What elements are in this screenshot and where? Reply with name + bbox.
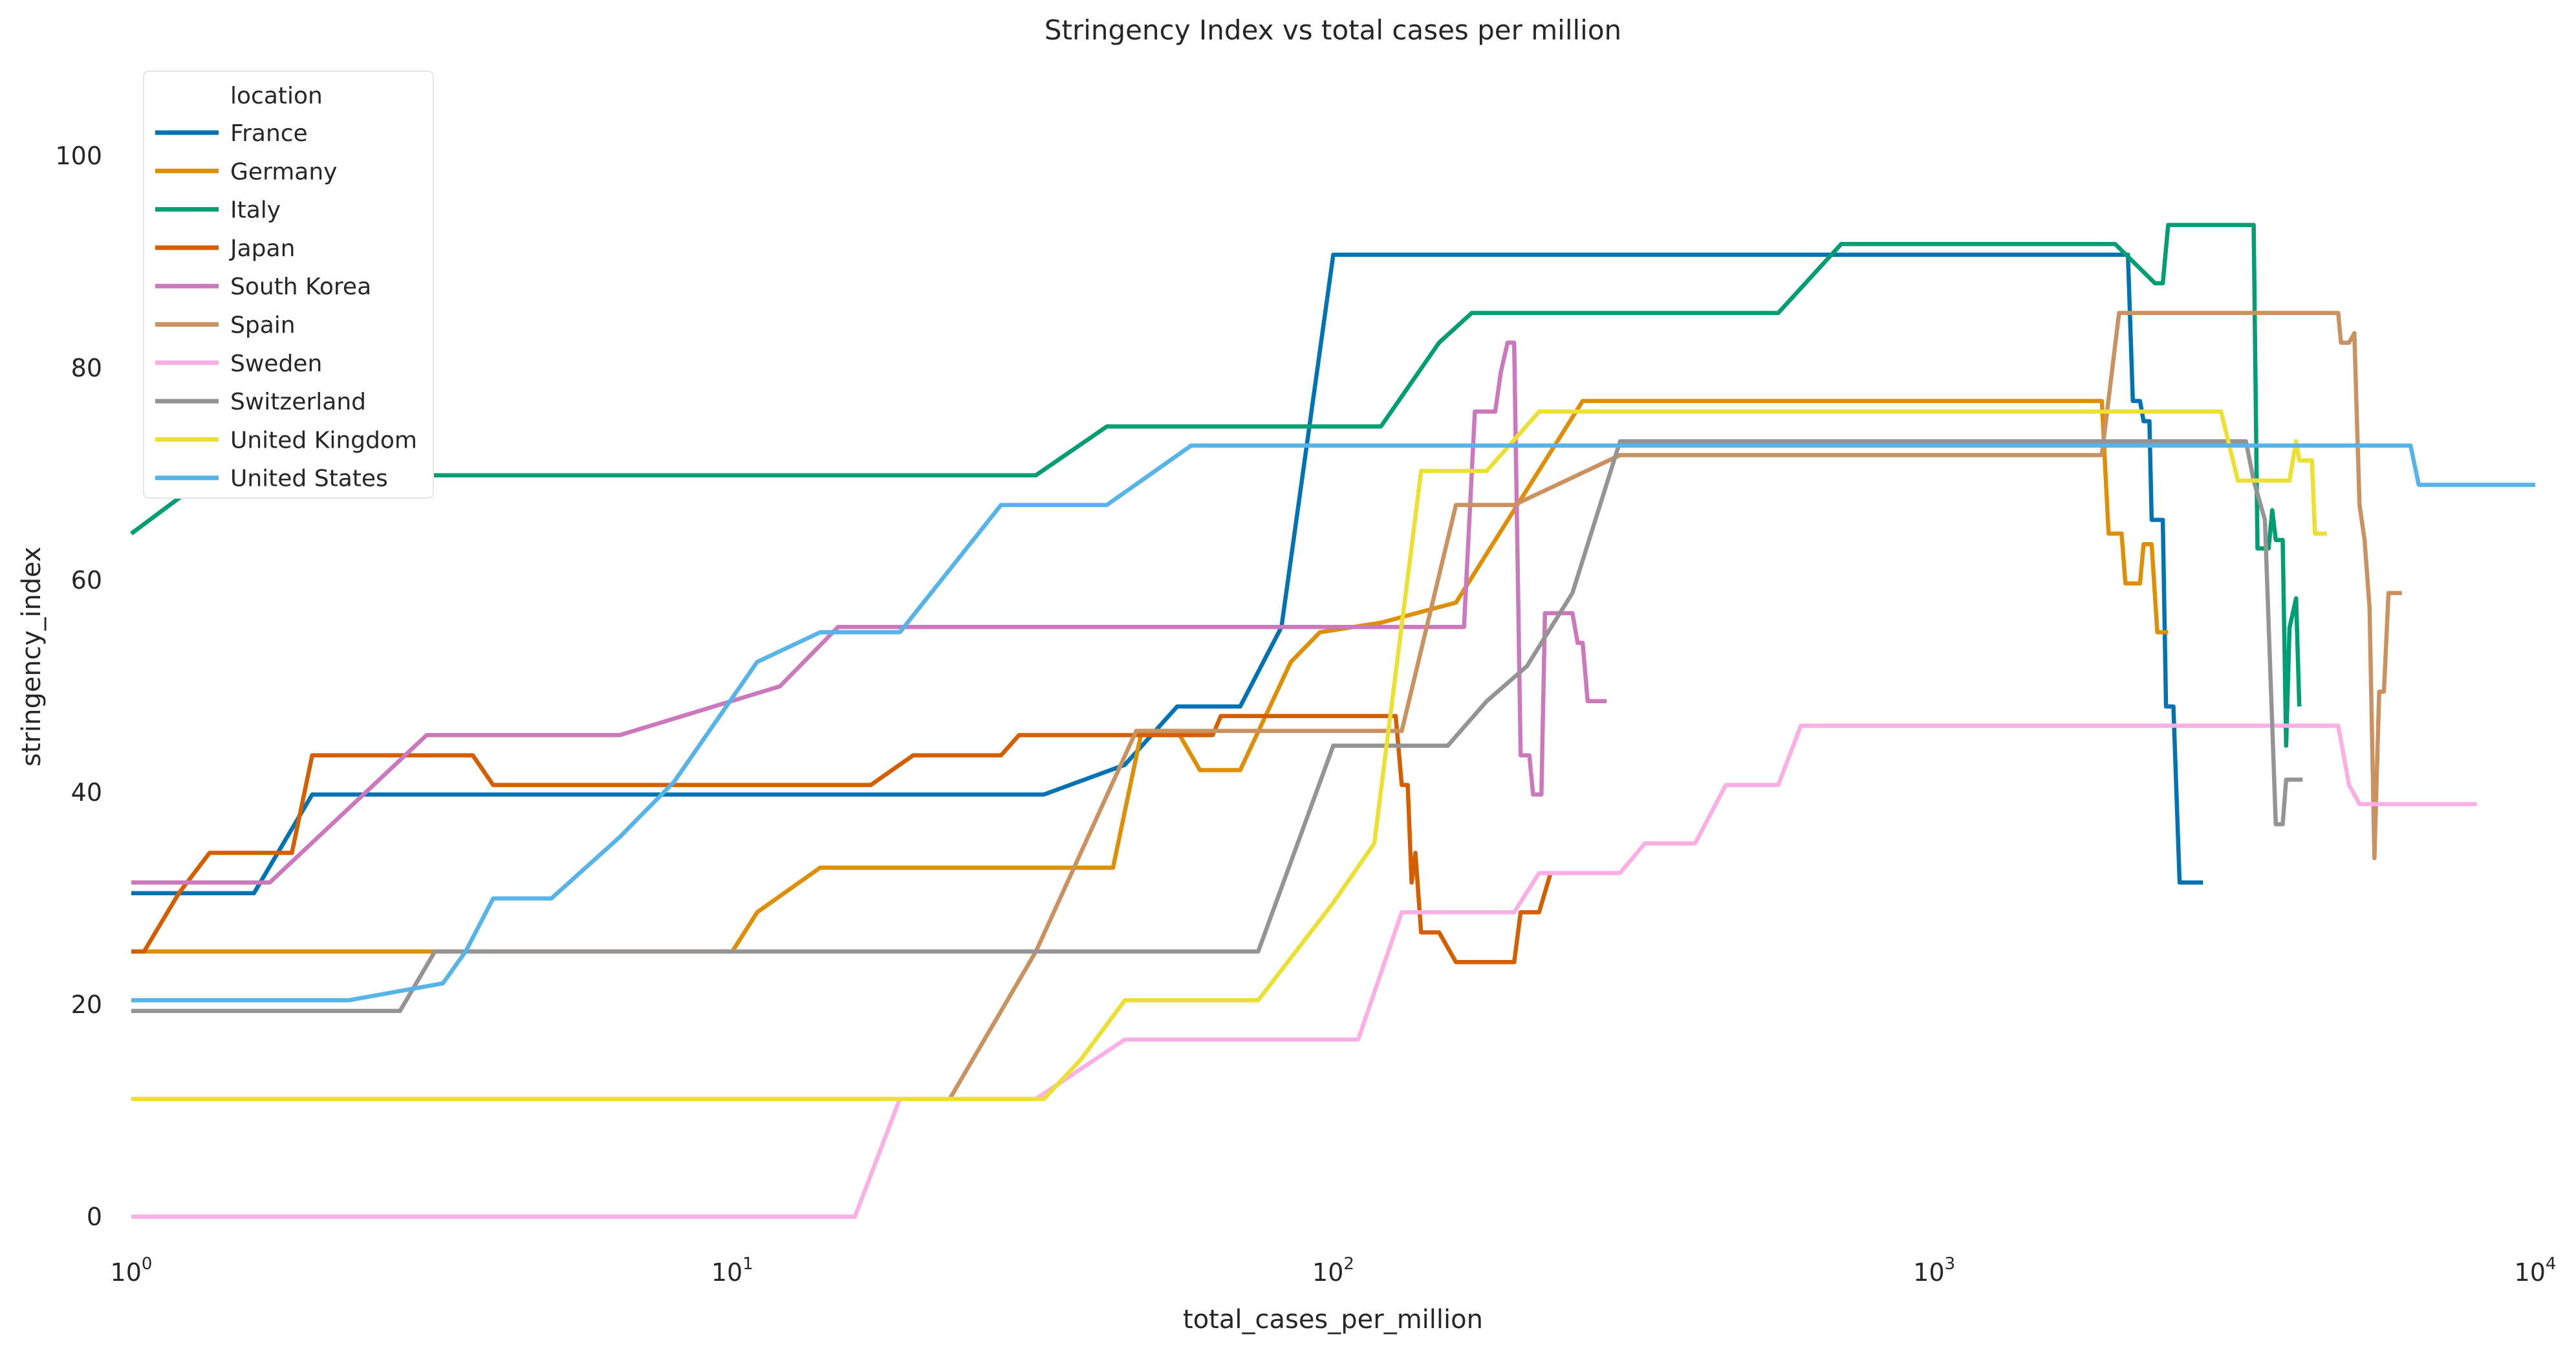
legend-label-spain: Spain [230, 312, 296, 339]
x-axis-label: total_cases_per_million [1183, 1305, 1483, 1335]
legend-label-germany: Germany [230, 158, 337, 185]
series-line-united-kingdom [131, 409, 2327, 1102]
y-tick-label: 20 [71, 990, 102, 1019]
legend-items: France Germany Italy Japan South Korea Spain S… [155, 120, 417, 492]
series-line-united-states [131, 443, 2535, 1003]
x-tick-label: 102 [1312, 1254, 1354, 1287]
series-line-japan [131, 714, 1553, 965]
series-line-switzerland [131, 439, 2303, 1013]
x-tick-label: 101 [711, 1254, 753, 1287]
legend-label-italy: Italy [230, 197, 281, 224]
y-tick-label: 80 [71, 354, 102, 382]
y-tick-label: 0 [87, 1203, 102, 1231]
y-tick-label: 60 [71, 566, 102, 594]
x-tick-label: 104 [2515, 1254, 2557, 1287]
legend-label-united-kingdom: United Kingdom [230, 427, 417, 453]
plot-area [130, 223, 2535, 1219]
legend-label-south-korea: South Korea [230, 274, 371, 300]
legend-label-switzerland: Switzerland [230, 389, 366, 415]
series-line-south-korea [131, 340, 1607, 885]
chart-title: Stringency Index vs total cases per mill… [1044, 14, 1621, 46]
series-line-germany [131, 398, 2169, 954]
legend: location France Germany Italy Japan South Ko… [143, 71, 434, 499]
y-tick-label: 40 [71, 778, 102, 807]
x-axis-ticks: 100 101 102 103 104 [111, 1254, 2557, 1287]
legend-label-sweden: Sweden [230, 351, 322, 377]
legend-title: location [230, 83, 323, 109]
series-line-italy [130, 223, 2302, 748]
legend-label-united-states: United States [230, 466, 388, 492]
x-tick-label: 100 [111, 1254, 153, 1287]
legend-label-france: France [230, 120, 308, 147]
legend-box [143, 71, 434, 499]
legend-label-japan: Japan [229, 235, 295, 262]
series-line-spain [131, 311, 2402, 1102]
series-line-france [131, 252, 2203, 895]
x-tick-label: 103 [1913, 1254, 1955, 1287]
series-line-sweden [131, 723, 2477, 1219]
y-axis-label: stringency_index [17, 547, 47, 767]
y-axis-ticks: 0 20 40 60 80 100 [55, 142, 102, 1231]
y-tick-label: 100 [55, 142, 102, 170]
